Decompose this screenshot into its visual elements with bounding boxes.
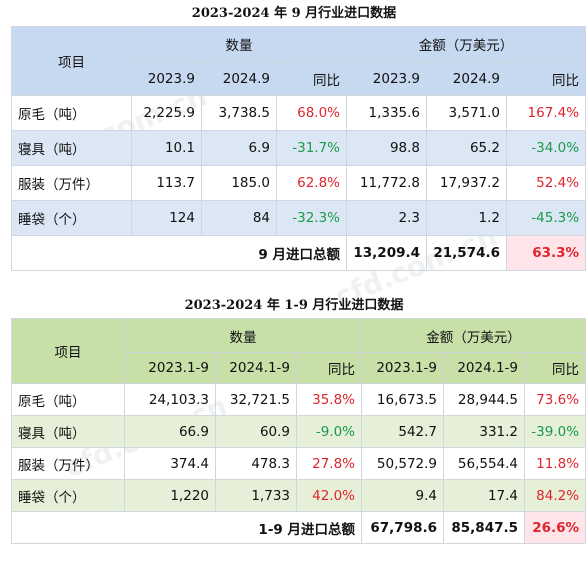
cell: 1,733 [215, 479, 297, 512]
table-row: 睡袋（个） 124 84 -32.3% 2.3 1.2 -45.3% [11, 200, 587, 236]
total-yoy-cell: 26.6% [524, 511, 587, 544]
col-header: 2023.9 [131, 61, 202, 96]
cell: 50,572.9 [361, 447, 445, 480]
cell: 66.9 [124, 415, 216, 448]
cell: 6.9 [201, 130, 277, 166]
col-header: 2023.1-9 [124, 352, 216, 384]
cell: 56,554.4 [443, 447, 526, 480]
col-header: 同比 [524, 352, 587, 384]
total-cell: 21,574.6 [426, 235, 508, 271]
col-header: 2023.9 [346, 61, 428, 96]
cell: 185.0 [201, 165, 277, 201]
row-label: 服装（万件） [11, 447, 125, 480]
ytd-import-table: 项目 数量 金额（万美元） 2023.1-9 2024.1-9 同比 2023.… [10, 318, 587, 544]
yoy-cell: -32.3% [275, 200, 348, 236]
yoy-cell: 167.4% [506, 95, 587, 131]
yoy-cell: -9.0% [295, 415, 363, 448]
table-row: 原毛（吨） 24,103.3 32,721.5 35.8% 16,673.5 2… [11, 383, 587, 416]
row-label: 睡袋（个） [11, 479, 125, 512]
cell: 1,335.6 [346, 95, 428, 131]
quantity-header: 数量 [123, 318, 363, 353]
item-header: 项目 [11, 318, 125, 384]
total-label: 9 月进口总额 [10, 235, 348, 271]
row-label: 寝具（吨） [11, 415, 125, 448]
cell: 17.4 [443, 479, 526, 512]
subheader-row: 2023.9 2024.9 同比 2023.9 2024.9 同比 [11, 61, 587, 96]
header-row: 项目 数量 金额（万美元） [11, 26, 587, 96]
total-yoy-cell: 63.3% [506, 235, 587, 271]
yoy-cell: 35.8% [295, 383, 363, 416]
yoy-cell: 84.2% [524, 479, 587, 512]
cell: 374.4 [124, 447, 216, 480]
cell: 113.7 [131, 165, 202, 201]
cell: 478.3 [215, 447, 297, 480]
table-row: 寝具（吨） 10.1 6.9 -31.7% 98.8 65.2 -34.0% [11, 130, 587, 166]
row-label: 寝具（吨） [11, 130, 132, 166]
cell: 2.3 [346, 200, 428, 236]
cell: 60.9 [215, 415, 297, 448]
yoy-cell: 42.0% [295, 479, 363, 512]
cell: 9.4 [361, 479, 445, 512]
col-header: 2024.9 [426, 61, 508, 96]
yoy-cell: -31.7% [275, 130, 348, 166]
cell: 32,721.5 [215, 383, 297, 416]
item-header: 项目 [11, 26, 132, 96]
cell: 3,571.0 [426, 95, 508, 131]
total-row: 9 月进口总额 13,209.4 21,574.6 63.3% [10, 235, 587, 271]
table2-title: 2023-2024 年 1-9 月行业进口数据 [184, 298, 404, 313]
table-row: 服装（万件） 113.7 185.0 62.8% 11,772.8 17,937… [11, 165, 587, 201]
col-header: 2024.9 [201, 61, 277, 96]
yoy-cell: 62.8% [275, 165, 348, 201]
col-header: 2024.1-9 [443, 352, 526, 384]
cell: 542.7 [361, 415, 445, 448]
total-row: 1-9 月进口总额 67,798.6 85,847.5 26.6% [10, 511, 587, 544]
monthly-import-table: 项目 数量 金额（万美元） 2023.9 2024.9 同比 2023.9 20… [10, 26, 587, 271]
col-header: 2024.1-9 [215, 352, 297, 384]
yoy-cell: 68.0% [275, 95, 348, 131]
col-header: 同比 [295, 352, 363, 384]
amount-header: 金额（万美元） [361, 318, 587, 353]
table-row: 睡袋（个） 1,220 1,733 42.0% 9.4 17.4 84.2% [11, 479, 587, 512]
cell: 1,220 [124, 479, 216, 512]
cell: 10.1 [131, 130, 202, 166]
cell: 124 [131, 200, 202, 236]
cell: 1.2 [426, 200, 508, 236]
row-label: 原毛（吨） [11, 95, 132, 131]
cell: 11,772.8 [346, 165, 428, 201]
total-cell: 85,847.5 [443, 511, 526, 544]
cell: 16,673.5 [361, 383, 445, 416]
col-header: 同比 [506, 61, 587, 96]
yoy-cell: 52.4% [506, 165, 587, 201]
cell: 2,225.9 [131, 95, 202, 131]
amount-header: 金额（万美元） [346, 26, 587, 62]
row-label: 原毛（吨） [11, 383, 125, 416]
cell: 331.2 [443, 415, 526, 448]
table-row: 原毛（吨） 2,225.9 3,738.5 68.0% 1,335.6 3,57… [11, 95, 587, 131]
cell: 3,738.5 [201, 95, 277, 131]
yoy-cell: -34.0% [506, 130, 587, 166]
cell: 84 [201, 200, 277, 236]
table-row: 寝具（吨） 66.9 60.9 -9.0% 542.7 331.2 -39.0% [11, 415, 587, 448]
yoy-cell: 73.6% [524, 383, 587, 416]
yoy-cell: -45.3% [506, 200, 587, 236]
col-header: 2023.1-9 [361, 352, 445, 384]
cell: 98.8 [346, 130, 428, 166]
table1-title: 2023-2024 年 9 月行业进口数据 [191, 6, 397, 21]
col-header: 同比 [275, 61, 348, 96]
row-label: 服装（万件） [11, 165, 132, 201]
table-row: 服装（万件） 374.4 478.3 27.8% 50,572.9 56,554… [11, 447, 587, 480]
total-cell: 67,798.6 [361, 511, 445, 544]
cell: 65.2 [426, 130, 508, 166]
cell: 24,103.3 [124, 383, 216, 416]
cell: 17,937.2 [426, 165, 508, 201]
yoy-cell: 27.8% [295, 447, 363, 480]
yoy-cell: -39.0% [524, 415, 587, 448]
yoy-cell: 11.8% [524, 447, 587, 480]
cell: 28,944.5 [443, 383, 526, 416]
total-cell: 13,209.4 [346, 235, 428, 271]
row-label: 睡袋（个） [11, 200, 132, 236]
quantity-header: 数量 [130, 26, 348, 62]
header-row: 项目 数量 金额（万美元） [11, 318, 587, 384]
total-label: 1-9 月进口总额 [10, 511, 363, 544]
